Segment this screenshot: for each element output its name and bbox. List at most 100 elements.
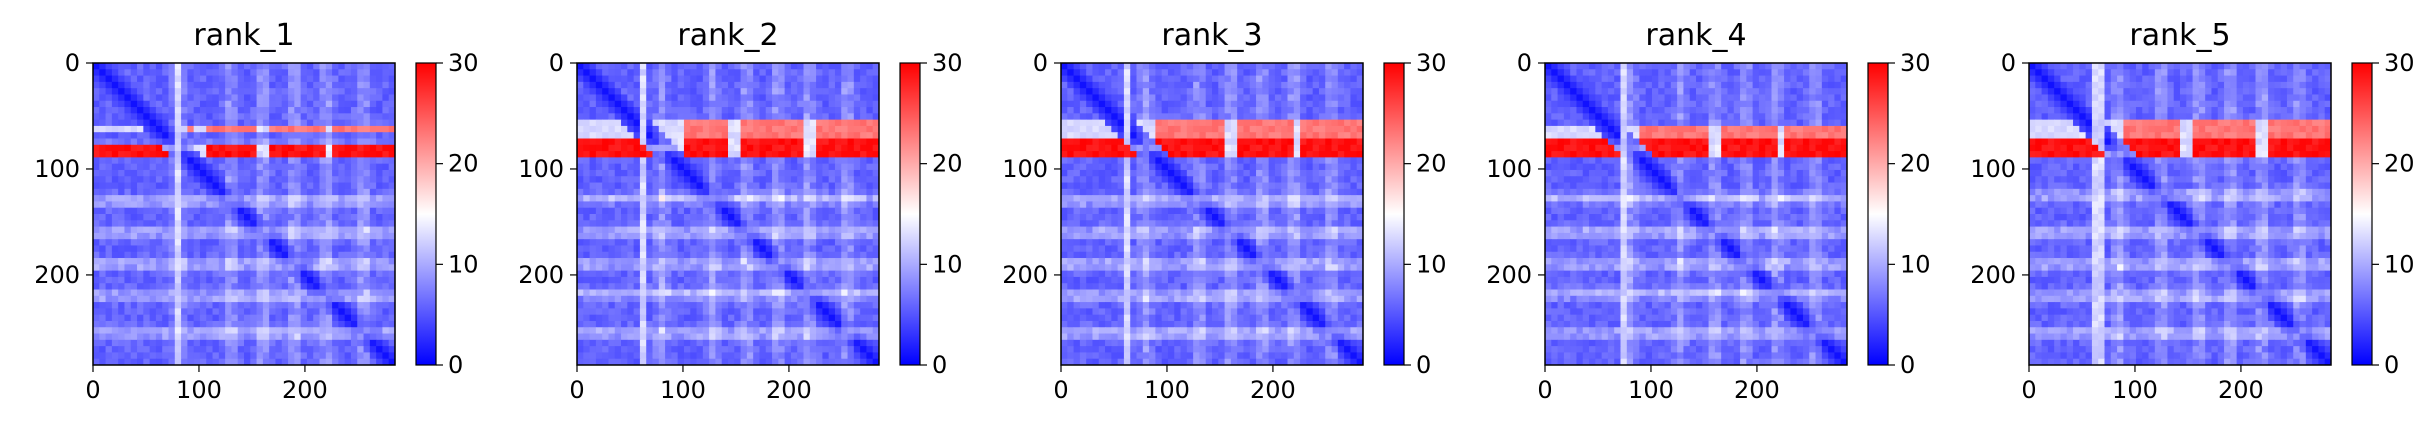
heatmap-cell: [237, 188, 245, 196]
heatmap-cell: [803, 245, 811, 253]
heatmap-cell: [250, 320, 258, 328]
heatmap-cell: [306, 314, 314, 322]
heatmap-cell: [382, 339, 390, 347]
heatmap-cell: [759, 100, 767, 108]
heatmap-cell: [583, 100, 591, 108]
heatmap-cell: [740, 163, 748, 171]
heatmap-cell: [181, 94, 188, 102]
heatmap-cell: [753, 245, 760, 253]
heatmap-cell: [746, 320, 754, 328]
heatmap-cell: [1318, 94, 1326, 102]
heatmap-cell: [93, 314, 100, 322]
heatmap-cell: [325, 151, 333, 158]
heatmap-cell: [174, 81, 182, 89]
heatmap-cell: [199, 63, 207, 70]
heatmap-cell: [350, 94, 358, 102]
heatmap-cell: [218, 132, 226, 139]
heatmap-cell: [715, 258, 723, 265]
heatmap-cell: [325, 176, 333, 184]
heatmap-cell: [357, 339, 365, 347]
heatmap-cell: [614, 226, 622, 234]
heatmap-cell: [583, 352, 591, 360]
heatmap-cell: [753, 195, 760, 202]
heatmap-cell: [244, 333, 251, 341]
heatmap-cell: [1117, 88, 1125, 95]
heatmap-cell: [306, 132, 314, 139]
heatmap-cell: [187, 295, 195, 303]
heatmap-cell: [325, 69, 333, 77]
heatmap-cell: [740, 100, 748, 108]
heatmap-cell: [721, 94, 729, 102]
heatmap-cell: [834, 220, 842, 228]
heatmap-cell: [577, 107, 584, 114]
heatmap-cell: [753, 220, 760, 228]
heatmap-cell: [1123, 81, 1131, 89]
heatmap-cell: [332, 346, 339, 353]
heatmap-cell: [765, 289, 773, 297]
heatmap-cell: [212, 295, 220, 303]
heatmap-cell: [866, 100, 874, 108]
heatmap-cell: [709, 157, 716, 165]
heatmap-cell: [212, 239, 220, 246]
heatmap-cell: [262, 100, 270, 108]
heatmap-cell: [281, 182, 289, 190]
heatmap-cell: [313, 333, 320, 341]
heatmap-cell: [614, 220, 622, 228]
heatmap-cell: [262, 276, 270, 284]
heatmap-cell: [288, 119, 295, 127]
heatmap-cell: [111, 320, 119, 328]
heatmap-cell: [803, 232, 811, 240]
heatmap-cell: [784, 176, 792, 184]
heatmap-cell: [288, 63, 295, 70]
heatmap-cell: [218, 113, 226, 121]
heatmap-cell: [357, 264, 365, 272]
heatmap-cell: [281, 176, 289, 184]
heatmap-cell: [790, 201, 798, 209]
heatmap-cell: [784, 314, 792, 322]
heatmap-cell: [181, 264, 188, 272]
heatmap-cell: [187, 163, 195, 171]
heatmap-cell: [218, 239, 226, 246]
heatmap-cell: [338, 258, 346, 265]
heatmap-cell: [193, 182, 201, 190]
heatmap-cell: [212, 144, 220, 152]
heatmap-cell: [218, 75, 226, 83]
heatmap-cell: [332, 333, 339, 341]
heatmap-cell: [721, 132, 729, 139]
heatmap-cell: [275, 207, 283, 215]
heatmap-cell: [602, 264, 609, 272]
heatmap-cell: [728, 138, 735, 146]
heatmap-cell: [797, 201, 804, 209]
heatmap-cell: [281, 339, 289, 347]
heatmap-cell: [300, 314, 308, 322]
heatmap-cell: [608, 113, 616, 121]
heatmap-cell: [790, 283, 798, 290]
heatmap-cell: [658, 94, 666, 102]
heatmap-cell: [589, 144, 597, 152]
heatmap-cell: [853, 289, 861, 297]
heatmap-cell: [281, 144, 289, 152]
heatmap-cell: [639, 358, 647, 366]
heatmap-cell: [93, 358, 100, 366]
heatmap-cell: [696, 207, 704, 215]
heatmap-cell: [281, 214, 289, 221]
heatmap-cell: [350, 107, 358, 114]
heatmap-cell: [256, 176, 264, 184]
heatmap-cell: [306, 264, 314, 272]
heatmap-cell: [350, 283, 358, 290]
heatmap-cell: [225, 270, 232, 278]
heatmap-cell: [143, 226, 151, 234]
heatmap-cell: [281, 258, 289, 265]
heatmap-cell: [828, 245, 836, 253]
heatmap-cell: [677, 63, 685, 70]
heatmap-cell: [1061, 81, 1068, 89]
heatmap-cell: [665, 352, 672, 360]
heatmap-cell: [577, 346, 584, 353]
heatmap-cell: [765, 245, 773, 253]
heatmap-cell: [1281, 63, 1288, 70]
heatmap-cell: [721, 100, 729, 108]
heatmap-cell: [621, 107, 628, 114]
heatmap-cell: [174, 239, 182, 246]
heatmap-cell: [382, 69, 390, 77]
heatmap-cell: [306, 346, 314, 353]
